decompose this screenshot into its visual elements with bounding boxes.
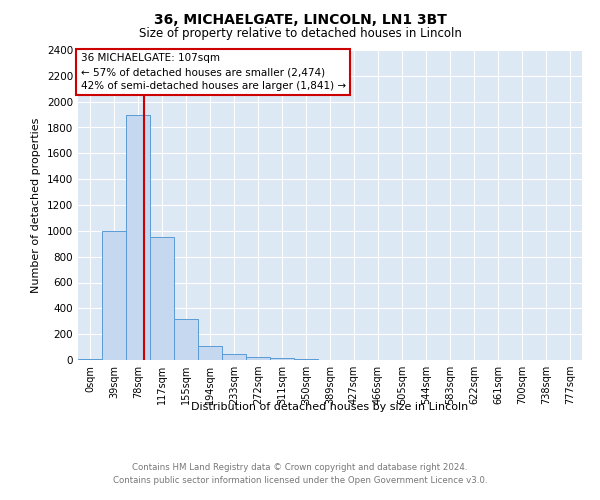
Bar: [78, 358, 102, 360]
Bar: [198, 346, 222, 360]
Text: Contains public sector information licensed under the Open Government Licence v3: Contains public sector information licen…: [113, 476, 487, 485]
Text: Size of property relative to detached houses in Lincoln: Size of property relative to detached ho…: [139, 28, 461, 40]
Bar: [222, 354, 246, 360]
Bar: [174, 318, 198, 360]
Text: Distribution of detached houses by size in Lincoln: Distribution of detached houses by size …: [191, 402, 469, 412]
Text: Contains HM Land Registry data © Crown copyright and database right 2024.: Contains HM Land Registry data © Crown c…: [132, 462, 468, 471]
Text: 36, MICHAELGATE, LINCOLN, LN1 3BT: 36, MICHAELGATE, LINCOLN, LN1 3BT: [154, 12, 446, 26]
Bar: [270, 358, 294, 360]
Bar: [102, 231, 126, 360]
Y-axis label: Number of detached properties: Number of detached properties: [31, 118, 41, 292]
Text: 36 MICHAELGATE: 107sqm
← 57% of detached houses are smaller (2,474)
42% of semi-: 36 MICHAELGATE: 107sqm ← 57% of detached…: [80, 53, 346, 91]
Bar: [246, 358, 270, 360]
Bar: [126, 114, 150, 360]
Bar: [150, 238, 174, 360]
